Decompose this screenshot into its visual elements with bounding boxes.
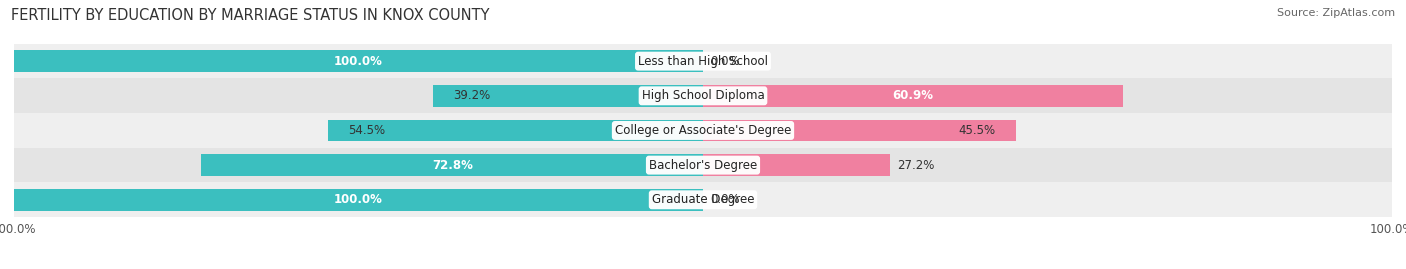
Bar xyxy=(14,50,703,72)
Text: 0.0%: 0.0% xyxy=(710,193,740,206)
Bar xyxy=(433,85,703,107)
Text: 27.2%: 27.2% xyxy=(897,159,935,172)
Bar xyxy=(14,189,703,211)
Text: FERTILITY BY EDUCATION BY MARRIAGE STATUS IN KNOX COUNTY: FERTILITY BY EDUCATION BY MARRIAGE STATU… xyxy=(11,8,489,23)
Bar xyxy=(14,148,1392,182)
Text: 72.8%: 72.8% xyxy=(432,159,472,172)
Text: 45.5%: 45.5% xyxy=(959,124,995,137)
Text: 100.0%: 100.0% xyxy=(335,193,382,206)
Bar xyxy=(703,154,890,176)
Text: 60.9%: 60.9% xyxy=(893,89,934,102)
Text: Less than High School: Less than High School xyxy=(638,55,768,68)
Bar xyxy=(14,113,1392,148)
Bar xyxy=(14,44,1392,79)
Text: Source: ZipAtlas.com: Source: ZipAtlas.com xyxy=(1277,8,1395,18)
Bar xyxy=(703,85,1122,107)
Bar xyxy=(14,182,1392,217)
Bar xyxy=(703,120,1017,141)
Bar xyxy=(328,120,703,141)
Text: Graduate Degree: Graduate Degree xyxy=(652,193,754,206)
Text: College or Associate's Degree: College or Associate's Degree xyxy=(614,124,792,137)
Bar xyxy=(201,154,703,176)
Text: Bachelor's Degree: Bachelor's Degree xyxy=(650,159,756,172)
Bar xyxy=(14,79,1392,113)
Text: 0.0%: 0.0% xyxy=(710,55,740,68)
Text: High School Diploma: High School Diploma xyxy=(641,89,765,102)
Text: 54.5%: 54.5% xyxy=(349,124,385,137)
Text: 100.0%: 100.0% xyxy=(335,55,382,68)
Text: 39.2%: 39.2% xyxy=(454,89,491,102)
